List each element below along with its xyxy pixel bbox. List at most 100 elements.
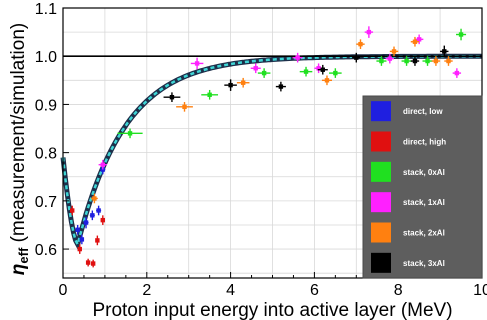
- y-axis-title: ηeff (measurement/simulation): [8, 23, 31, 275]
- y-tick-label: 0.6: [35, 242, 57, 259]
- data-point: [83, 216, 89, 229]
- point-marker: [446, 58, 451, 64]
- legend-swatch: [371, 192, 391, 213]
- data-points: [70, 26, 467, 268]
- point-marker: [100, 217, 106, 223]
- point-marker: [387, 56, 393, 61]
- point-marker: [404, 58, 409, 64]
- point-marker: [169, 94, 175, 100]
- data-point: [452, 68, 462, 78]
- point-marker: [278, 84, 284, 89]
- legend: direct, low direct, high stack, 0xAl stack,…: [362, 95, 483, 279]
- x-axis-title: Proton input energy into active layer (M…: [92, 300, 452, 320]
- point-marker: [458, 32, 464, 37]
- data-point: [77, 244, 82, 254]
- data-point: [329, 68, 342, 78]
- point-marker: [194, 61, 200, 66]
- data-point: [90, 259, 96, 268]
- data-point: [201, 89, 219, 100]
- y-tick-label: 1.1: [35, 1, 57, 18]
- point-marker: [253, 66, 258, 71]
- data-point: [317, 64, 328, 75]
- data-point: [456, 28, 467, 41]
- data-point: [376, 56, 387, 66]
- point-marker: [261, 70, 267, 76]
- point-marker: [92, 196, 97, 201]
- point-marker: [182, 104, 187, 110]
- point-marker: [358, 41, 363, 47]
- legend-label: stack, 2xAl: [403, 229, 445, 238]
- y-tick-label: 0.8: [35, 146, 57, 163]
- data-point: [410, 56, 420, 66]
- legend-swatch: [371, 101, 391, 122]
- point-marker: [324, 78, 330, 83]
- data-point: [70, 205, 75, 216]
- legend-box: [362, 95, 483, 279]
- y-axis-title-rest: (measurement/simulation): [8, 23, 29, 248]
- data-point: [190, 57, 204, 70]
- point-marker: [354, 55, 359, 60]
- data-point: [440, 45, 449, 58]
- point-marker: [425, 58, 430, 64]
- data-point: [163, 92, 181, 103]
- point-marker: [391, 49, 397, 54]
- data-point: [75, 224, 80, 235]
- data-point: [275, 81, 286, 92]
- point-marker: [454, 70, 460, 76]
- point-marker: [83, 220, 89, 225]
- data-point: [100, 215, 106, 225]
- data-point: [257, 68, 271, 78]
- data-point: [85, 258, 91, 267]
- x-tick-label: 6: [310, 282, 319, 299]
- point-marker: [207, 92, 212, 97]
- legend-swatch: [371, 222, 391, 243]
- legend-label: stack, 0xAl: [403, 168, 445, 177]
- data-point: [414, 34, 424, 45]
- point-marker: [127, 131, 133, 136]
- x-tick-label: 10: [473, 282, 487, 299]
- data-point: [321, 75, 332, 86]
- x-tick-label: 8: [394, 282, 403, 299]
- data-point: [422, 56, 433, 66]
- data-point: [292, 52, 303, 63]
- point-marker: [70, 208, 75, 213]
- y-tick-label: 0.9: [35, 97, 57, 114]
- point-marker: [333, 70, 338, 76]
- point-marker: [320, 67, 325, 72]
- point-marker: [90, 213, 95, 218]
- data-point: [431, 56, 441, 66]
- point-marker: [79, 237, 85, 242]
- data-point: [95, 235, 100, 246]
- data-point: [444, 56, 453, 66]
- point-marker: [416, 37, 422, 42]
- point-marker: [442, 49, 447, 54]
- data-point: [356, 39, 365, 49]
- data-point: [236, 77, 250, 88]
- data-point: [389, 46, 399, 57]
- data-point: [117, 128, 143, 139]
- y-tick-label: 1.0: [35, 49, 57, 66]
- legend-label: stack, 1xAl: [403, 198, 445, 207]
- data-point: [98, 159, 107, 170]
- point-marker: [412, 58, 418, 64]
- x-tick-label: 2: [142, 282, 151, 299]
- legend-label: direct, low: [403, 107, 443, 116]
- data-point: [96, 205, 102, 216]
- point-marker: [100, 162, 106, 167]
- x-tick-label: 0: [59, 282, 68, 299]
- point-marker: [90, 261, 96, 266]
- point-marker: [433, 58, 439, 64]
- data-point: [401, 56, 412, 66]
- point-marker: [95, 238, 100, 243]
- legend-swatch: [371, 252, 391, 273]
- data-point: [91, 193, 98, 204]
- point-marker: [379, 58, 384, 64]
- legend-label: direct, high: [403, 138, 446, 147]
- point-marker: [77, 246, 82, 252]
- data-point: [79, 234, 85, 245]
- data-point: [385, 53, 395, 64]
- y-tick-label: 0.7: [35, 194, 57, 211]
- x-tick-label: 4: [226, 282, 235, 299]
- data-point: [176, 102, 193, 112]
